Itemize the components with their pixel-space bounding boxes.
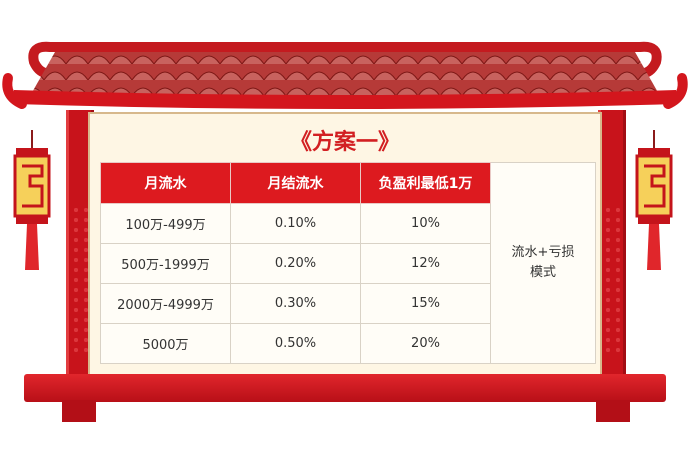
side-note-cell: 流水+亏损模式 [490,162,596,364]
table-header-row: 月流水 月结流水 负盈利最低1万 流水+亏损模式 [100,162,596,364]
cell-negative: 15% [360,283,491,324]
cell-negative: 20% [360,323,491,364]
left-foot [62,400,96,422]
right-foot [596,400,630,422]
roof-tiles [2,41,688,109]
page-title: 《方案一》 [289,130,400,155]
cell-negative: 12% [360,243,491,284]
cell-rate: 0.30% [230,283,361,324]
cell-rate: 0.50% [230,323,361,364]
header-monthly-flow: 月流水 [100,162,231,204]
cell-flow: 100万-499万 [100,203,231,244]
table-row: 100万-499万 0.10% 10% [100,203,596,244]
scheme-table: 月流水 月结流水 负盈利最低1万 流水+亏损模式 100万-499万 0.10%… [100,162,596,364]
base-beam [24,374,666,402]
right-lantern-icon [635,130,673,270]
header-monthly-settlement: 月结流水 [230,162,361,204]
cell-rate: 0.10% [230,203,361,244]
left-lantern-icon [13,130,51,270]
table-row: 2000万-4999万 0.30% 15% [100,283,596,324]
cell-flow: 5000万 [100,323,231,364]
cell-flow: 500万-1999万 [100,243,231,284]
cell-rate: 0.20% [230,243,361,284]
header-negative-profit: 负盈利最低1万 [360,162,491,204]
cell-negative: 10% [360,203,491,244]
table-row: 5000万 0.50% 20% [100,323,596,364]
table-row: 500万-1999万 0.20% 12% [100,243,596,284]
side-note: 流水+亏损模式 [511,245,575,280]
cell-flow: 2000万-4999万 [100,283,231,324]
